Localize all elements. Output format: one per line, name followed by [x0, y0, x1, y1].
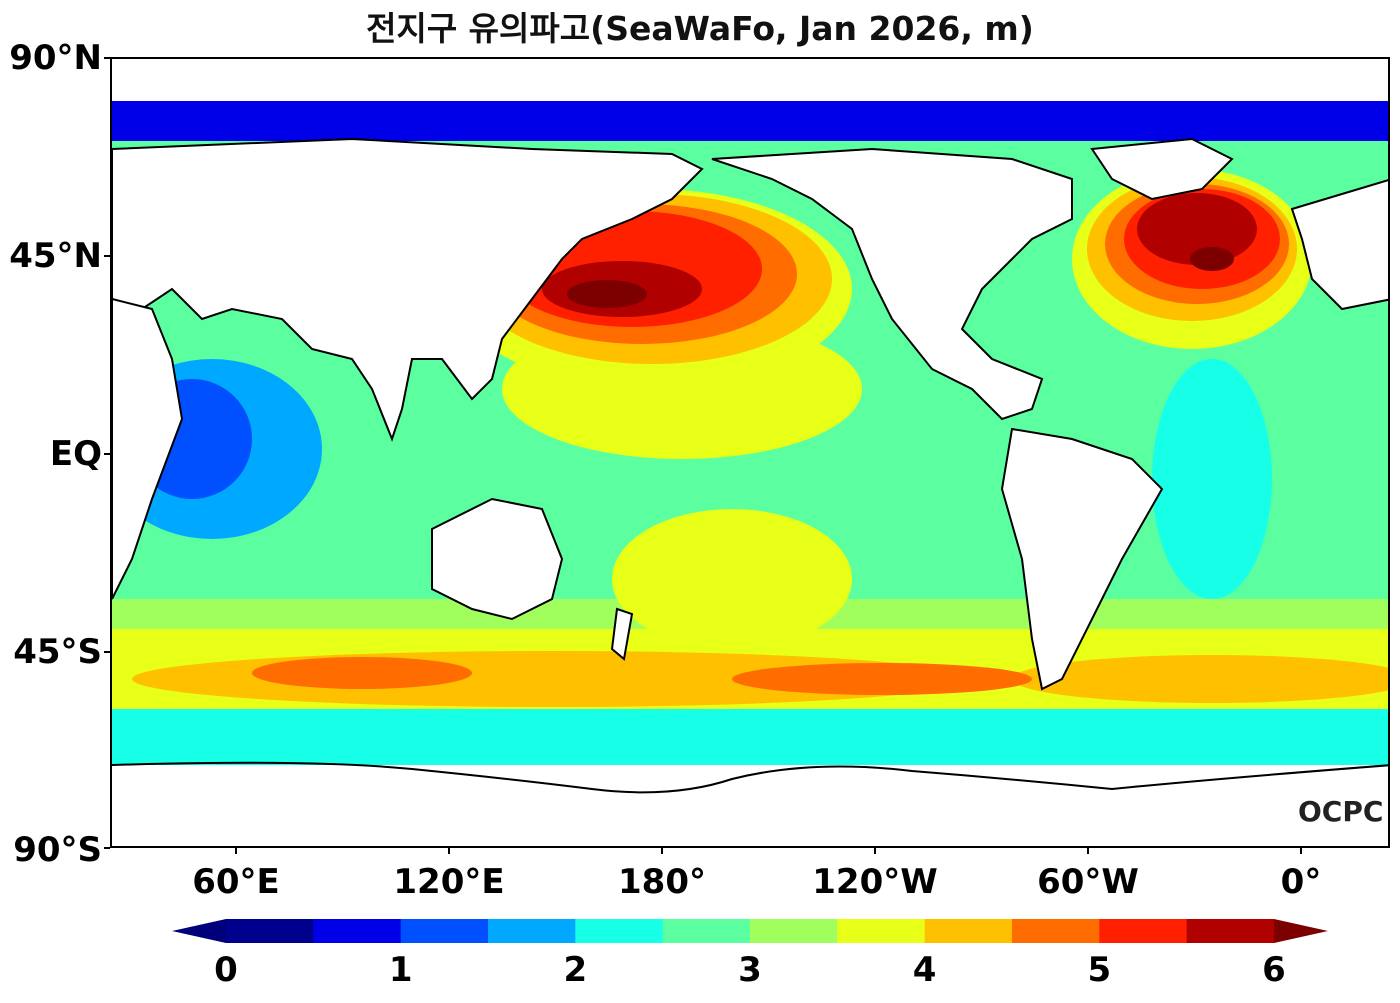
- lon-label-60e: 60°E: [192, 862, 280, 902]
- colorbar-tick-label: 0: [214, 950, 238, 990]
- colorbar-tick-label: 6: [1262, 950, 1286, 990]
- arctic-low-band: [112, 101, 1388, 141]
- lat-label-90s: 90°S: [13, 830, 102, 870]
- lon-label-180: 180°: [618, 862, 706, 902]
- lat-tick: [104, 453, 110, 455]
- lat-label-90n: 90°N: [9, 38, 102, 78]
- lon-label-60w: 60°W: [1037, 862, 1139, 902]
- southern-orange-band-b: [1012, 655, 1388, 703]
- africa: [112, 297, 184, 600]
- continents: [112, 137, 1388, 691]
- map-title: 전지구 유의파고(SeaWaFo, Jan 2026, m): [366, 9, 1034, 48]
- colorbar-tick-label: 4: [912, 950, 937, 990]
- lon-label-120w: 120°W: [812, 862, 938, 902]
- lon-tick: [1087, 848, 1089, 854]
- south-pacific-yellow: [612, 509, 852, 649]
- greenland: [1090, 137, 1234, 201]
- new-zealand: [610, 607, 634, 661]
- colorbar-segment: [226, 919, 314, 943]
- wave-height-map: [112, 59, 1388, 846]
- lon-tick: [448, 848, 450, 854]
- lat-label-45n: 45°N: [9, 236, 102, 276]
- colorbar-over-arrow: [1273, 919, 1328, 943]
- lat-label-eq: EQ: [49, 434, 102, 474]
- lat-tick: [104, 847, 110, 849]
- south-america: [1000, 427, 1164, 691]
- lat-label-45s: 45°S: [13, 632, 102, 672]
- colorbar-segment: [749, 919, 838, 943]
- colorbar-tick-label: 1: [388, 950, 413, 990]
- southern-peak-pacific: [732, 663, 1032, 695]
- southern-peak-indian: [252, 657, 472, 689]
- colorbar-segment: [1011, 919, 1100, 943]
- europe: [1290, 179, 1388, 311]
- colorbar-segment: [400, 919, 489, 943]
- eurasia: [112, 137, 704, 442]
- lon-tick: [874, 848, 876, 854]
- colorbar-segment: [575, 919, 664, 943]
- ocpc-logo: OCPC: [1298, 795, 1384, 828]
- colorbar-segment: [1099, 919, 1188, 943]
- colorbar-tick-label: 3: [738, 950, 762, 990]
- lat-tick: [104, 57, 110, 59]
- lon-tick: [661, 848, 663, 854]
- colorbar-segment: [487, 919, 576, 943]
- colorbar-segment: [837, 919, 926, 943]
- map-panel: [110, 57, 1390, 848]
- lat-tick: [104, 651, 110, 653]
- atlantic-tropics-cyan: [1152, 359, 1272, 599]
- lon-label-120e: 120°E: [393, 862, 505, 902]
- colorbar: [172, 919, 1328, 943]
- north-america: [711, 147, 1073, 421]
- colorbar-tick-label: 2: [563, 950, 588, 990]
- colorbar-segment: [662, 919, 751, 943]
- colorbar-segment: [313, 919, 402, 943]
- antarctica: [112, 765, 1388, 846]
- lon-label-0: 0°: [1280, 862, 1322, 902]
- colorbar-segment: [924, 919, 1013, 943]
- lat-tick: [104, 255, 110, 257]
- colorbar-under-arrow: [172, 919, 226, 943]
- lon-tick: [1300, 848, 1302, 854]
- southern-cyan-band: [112, 709, 1388, 765]
- colorbar-segment: [1186, 919, 1275, 943]
- lon-tick: [235, 848, 237, 854]
- colorbar-tick-label: 5: [1087, 950, 1112, 990]
- australia: [431, 497, 564, 621]
